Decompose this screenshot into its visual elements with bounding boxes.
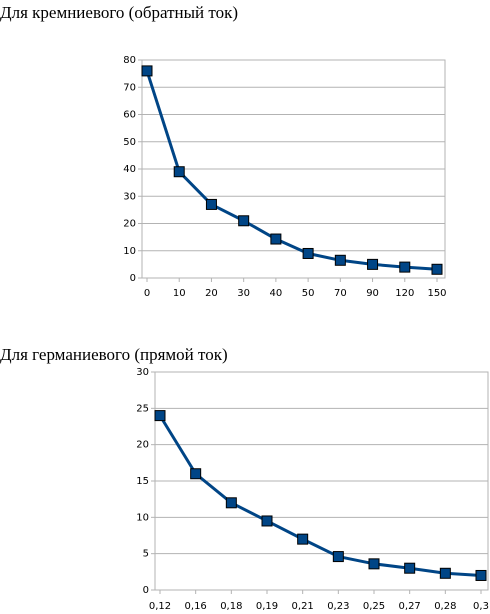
x-tick-label: 10 <box>173 288 186 299</box>
x-tick-label: 0,12 <box>149 601 171 612</box>
x-tick-label: 70 <box>334 288 347 299</box>
point <box>270 233 282 245</box>
x-tick-label: 150 <box>427 288 446 299</box>
y-tick-label: 20 <box>123 219 136 230</box>
point <box>368 558 380 570</box>
x-tick-label: 0,16 <box>185 601 207 612</box>
point <box>225 497 237 509</box>
point <box>141 65 153 77</box>
point <box>439 567 451 579</box>
point <box>399 261 411 273</box>
y-tick-label: 10 <box>136 512 149 523</box>
point <box>190 468 202 480</box>
x-tick-label: 0,18 <box>220 601 242 612</box>
y-tick-label: 60 <box>123 110 136 121</box>
series-line <box>158 414 482 577</box>
y-tick-label: 0 <box>130 273 136 284</box>
y-tick-label: 30 <box>123 191 136 202</box>
x-tick-label: 0,3 <box>473 601 489 612</box>
y-tick-label: 25 <box>136 403 149 414</box>
x-tick-label: 90 <box>366 288 379 299</box>
y-tick-label: 40 <box>123 164 136 175</box>
chart-title: Для кремниевого (обратный ток) <box>0 3 238 22</box>
chart-title: Для германиевого (прямой ток) <box>0 345 228 364</box>
point <box>332 551 344 563</box>
x-tick-label: 50 <box>302 288 315 299</box>
point <box>297 533 309 545</box>
point <box>261 515 273 527</box>
y-tick-label: 80 <box>123 55 136 66</box>
x-tick-label: 0,27 <box>399 601 421 612</box>
x-tick-label: 0,23 <box>327 601 349 612</box>
x-tick-label: 0,25 <box>363 601 385 612</box>
y-tick-label: 5 <box>143 549 149 560</box>
point <box>238 215 250 227</box>
x-tick-label: 40 <box>270 288 283 299</box>
point <box>205 198 217 210</box>
x-tick-label: 20 <box>205 288 218 299</box>
point <box>431 263 443 275</box>
y-tick-label: 70 <box>123 82 136 93</box>
point <box>154 410 166 422</box>
x-tick-label: 0,21 <box>292 601 314 612</box>
y-tick-label: 30 <box>136 367 149 378</box>
plot-frame <box>154 371 489 591</box>
x-tick-label: 120 <box>395 288 414 299</box>
point <box>173 166 185 178</box>
x-tick-label: 0,19 <box>256 601 278 612</box>
y-tick-label: 15 <box>136 476 149 487</box>
x-tick-label: 0,28 <box>434 601 456 612</box>
point <box>334 254 346 266</box>
y-tick-label: 0 <box>143 585 149 596</box>
series-line <box>145 70 438 271</box>
x-tick-label: 0 <box>144 288 150 299</box>
point <box>302 247 314 259</box>
point <box>404 562 416 574</box>
y-tick-label: 10 <box>123 246 136 257</box>
x-tick-label: 30 <box>237 288 250 299</box>
y-tick-label: 20 <box>136 440 149 451</box>
plot-frame <box>141 59 446 279</box>
y-tick-label: 50 <box>123 137 136 148</box>
point <box>367 258 379 270</box>
point <box>475 569 487 581</box>
